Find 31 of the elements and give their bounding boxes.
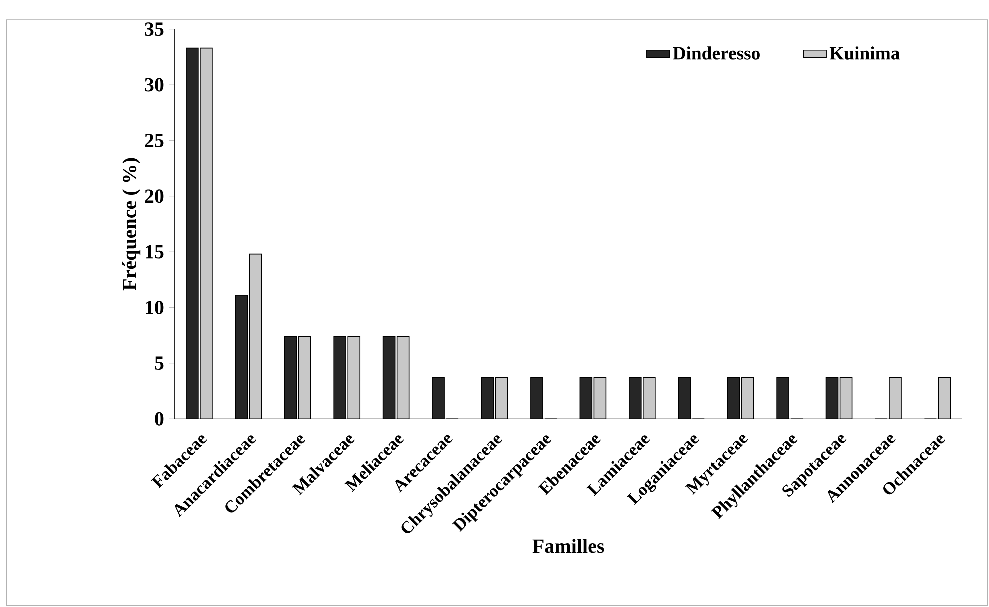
- legend-label: Dinderesso: [673, 46, 760, 60]
- bar: [481, 377, 494, 419]
- bar: [186, 48, 199, 419]
- y-tick-label: 20: [145, 189, 164, 203]
- bar: [284, 336, 298, 419]
- bar: [249, 254, 262, 419]
- y-axis-title: Fréquence ( %): [122, 158, 141, 290]
- bar: [840, 377, 853, 419]
- y-tick-label: 0: [155, 412, 164, 426]
- x-axis-title: Familles: [532, 538, 604, 553]
- bar: [200, 48, 213, 419]
- bar: [334, 336, 347, 419]
- y-tick-label: 10: [146, 300, 164, 314]
- bar: [298, 336, 312, 419]
- y-tick-label: 5: [155, 356, 164, 370]
- bar: [594, 377, 607, 419]
- y-tick-label: 25: [145, 134, 164, 148]
- bar: [382, 336, 396, 419]
- bar: [235, 294, 248, 419]
- y-tick-label: 30: [145, 78, 164, 92]
- bar: [495, 377, 508, 419]
- bar: [826, 377, 839, 419]
- bar: [396, 336, 410, 419]
- y-tick-label: 15: [146, 245, 164, 259]
- legend-label: Kuinima: [830, 46, 900, 60]
- bar: [580, 377, 593, 419]
- bar: [741, 377, 754, 419]
- bar: [727, 377, 740, 419]
- bar: [938, 377, 952, 419]
- bar: [348, 336, 361, 419]
- y-tick-label: 35: [145, 22, 164, 36]
